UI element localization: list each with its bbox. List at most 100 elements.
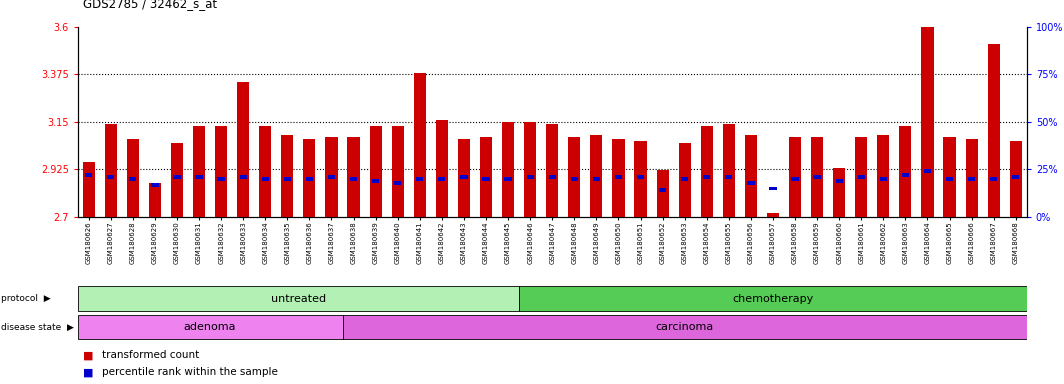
Bar [767, 213, 779, 217]
Bar [78, 286, 519, 311]
Bar [880, 177, 887, 181]
Bar [78, 315, 343, 339]
Bar [350, 177, 358, 181]
Bar [637, 175, 644, 179]
Bar [305, 177, 313, 181]
Bar [260, 126, 271, 217]
Bar [525, 122, 536, 217]
Text: adenoma: adenoma [184, 322, 236, 333]
Bar [239, 175, 247, 179]
Text: percentile rank within the sample: percentile rank within the sample [102, 367, 278, 377]
Bar [436, 120, 448, 217]
Bar [924, 169, 931, 173]
Bar [151, 183, 159, 187]
Bar [171, 143, 183, 217]
Text: transformed count: transformed count [102, 350, 199, 360]
Bar [262, 177, 269, 181]
Bar [519, 286, 1027, 311]
Bar [788, 137, 801, 217]
Bar [328, 175, 335, 179]
Bar [196, 175, 203, 179]
Bar [173, 175, 181, 179]
Bar [681, 177, 688, 181]
Bar [129, 177, 136, 181]
Bar [394, 181, 401, 185]
Bar [372, 179, 379, 183]
Bar [634, 141, 647, 217]
Bar [480, 137, 492, 217]
Bar [504, 177, 512, 181]
Bar [745, 135, 757, 217]
Bar [502, 122, 514, 217]
Bar [899, 126, 912, 217]
Bar [570, 177, 578, 181]
Text: chemotherapy: chemotherapy [732, 293, 814, 304]
Bar [149, 183, 161, 217]
Bar [416, 177, 423, 181]
Bar [987, 44, 1000, 217]
Bar [965, 139, 978, 217]
Bar [835, 179, 843, 183]
Bar [858, 175, 865, 179]
Bar [193, 126, 205, 217]
Bar [237, 82, 249, 217]
Bar [392, 126, 403, 217]
Bar [944, 137, 955, 217]
Text: carcinoma: carcinoma [655, 322, 714, 333]
Bar [679, 143, 691, 217]
Bar [877, 135, 890, 217]
Bar [591, 135, 602, 217]
Bar [747, 181, 754, 185]
Text: ■: ■ [83, 367, 94, 377]
Bar [458, 139, 470, 217]
Bar [217, 177, 225, 181]
Text: GDS2785 / 32462_s_at: GDS2785 / 32462_s_at [83, 0, 217, 10]
Bar [85, 173, 93, 177]
Bar [968, 177, 976, 181]
Bar [814, 175, 820, 179]
Bar [527, 175, 534, 179]
Bar [615, 175, 622, 179]
Bar [703, 175, 711, 179]
Bar [921, 27, 933, 217]
Bar [461, 175, 467, 179]
Bar [833, 169, 845, 217]
Bar [1010, 141, 1021, 217]
Bar [811, 137, 824, 217]
Bar [990, 177, 997, 181]
Bar [769, 187, 777, 190]
Bar [946, 177, 953, 181]
Bar [303, 139, 316, 217]
Bar [656, 170, 668, 217]
Bar [855, 137, 867, 217]
Text: disease state  ▶: disease state ▶ [1, 323, 73, 332]
Text: ■: ■ [83, 350, 94, 360]
Bar [792, 177, 799, 181]
Bar [438, 177, 446, 181]
Bar [343, 315, 1027, 339]
Bar [284, 177, 290, 181]
Bar [326, 137, 337, 217]
Bar [701, 126, 713, 217]
Bar [726, 175, 732, 179]
Bar [549, 175, 555, 179]
Bar [215, 126, 228, 217]
Bar [281, 135, 294, 217]
Text: protocol  ▶: protocol ▶ [1, 294, 51, 303]
Bar [369, 126, 382, 217]
Bar [1012, 175, 1019, 179]
Bar [348, 137, 360, 217]
Bar [722, 124, 735, 217]
Bar [659, 189, 666, 192]
Bar [593, 177, 600, 181]
Bar [127, 139, 139, 217]
Bar [546, 124, 559, 217]
Bar [482, 177, 489, 181]
Bar [613, 139, 625, 217]
Bar [568, 137, 580, 217]
Text: untreated: untreated [271, 293, 326, 304]
Bar [83, 162, 95, 217]
Bar [107, 175, 115, 179]
Bar [901, 173, 909, 177]
Bar [414, 73, 426, 217]
